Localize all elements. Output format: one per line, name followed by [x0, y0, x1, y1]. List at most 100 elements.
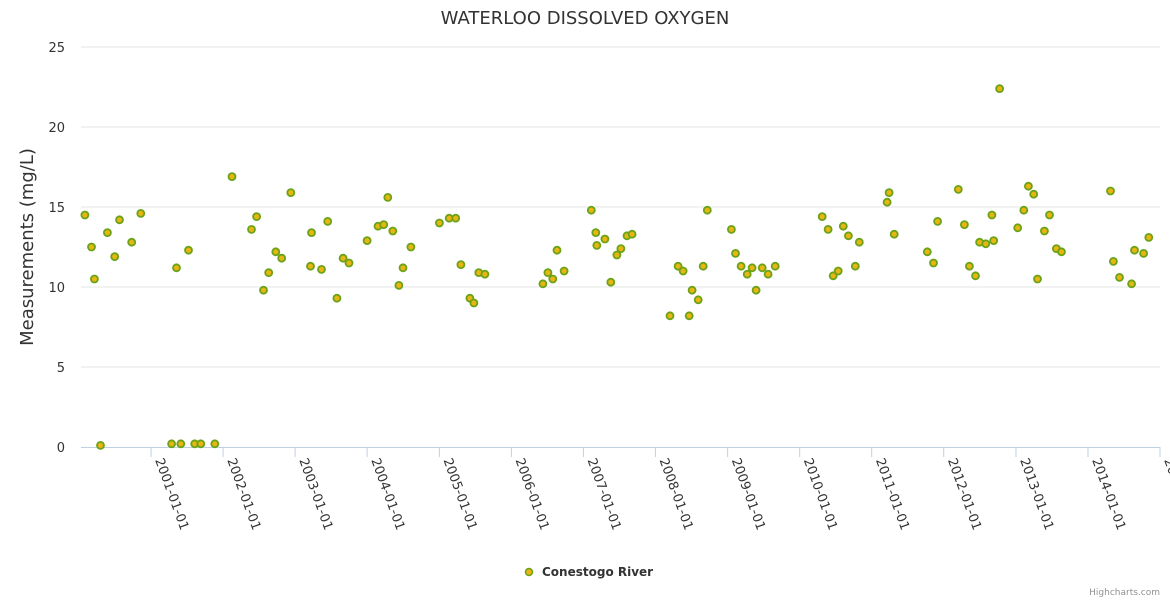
data-point[interactable]	[1019, 205, 1029, 215]
data-point[interactable]	[698, 261, 708, 271]
data-point[interactable]	[965, 261, 974, 271]
data-point[interactable]	[1115, 272, 1124, 282]
data-point[interactable]	[332, 293, 342, 303]
data-point[interactable]	[96, 440, 105, 450]
data-point[interactable]	[987, 210, 997, 220]
data-point[interactable]	[693, 295, 703, 305]
data-point[interactable]	[286, 188, 296, 198]
data-point[interactable]	[850, 261, 860, 271]
data-point[interactable]	[612, 250, 622, 260]
data-point[interactable]	[736, 261, 746, 271]
data-point[interactable]	[196, 439, 206, 449]
data-point[interactable]	[1029, 189, 1039, 199]
data-point[interactable]	[989, 236, 999, 246]
data-point[interactable]	[87, 242, 96, 252]
data-point[interactable]	[247, 224, 256, 234]
data-point[interactable]	[252, 212, 262, 222]
data-point[interactable]	[103, 228, 112, 238]
data-point[interactable]	[1139, 248, 1148, 258]
data-point[interactable]	[833, 266, 843, 276]
data-point[interactable]	[1144, 232, 1154, 242]
data-point[interactable]	[1057, 247, 1066, 257]
data-point[interactable]	[757, 263, 767, 273]
data-point[interactable]	[277, 253, 287, 263]
data-point[interactable]	[828, 271, 838, 281]
data-point[interactable]	[616, 244, 626, 254]
data-point[interactable]	[90, 274, 99, 284]
data-point[interactable]	[606, 277, 616, 287]
data-point[interactable]	[469, 298, 479, 308]
data-point[interactable]	[136, 208, 146, 218]
data-point[interactable]	[960, 220, 969, 230]
data-point[interactable]	[548, 274, 558, 284]
legend[interactable]: Conestogo River	[524, 565, 654, 579]
data-point[interactable]	[1127, 279, 1136, 289]
data-point[interactable]	[747, 263, 757, 273]
data-point[interactable]	[264, 268, 274, 278]
data-point[interactable]	[922, 247, 932, 257]
data-point[interactable]	[1109, 256, 1118, 266]
data-point[interactable]	[684, 311, 694, 321]
data-point[interactable]	[110, 252, 120, 262]
data-point[interactable]	[1033, 274, 1042, 284]
data-point[interactable]	[172, 263, 181, 273]
data-point[interactable]	[995, 84, 1004, 93]
data-point[interactable]	[388, 226, 398, 236]
data-point[interactable]	[317, 264, 326, 274]
data-point[interactable]	[592, 240, 602, 250]
data-point[interactable]	[817, 212, 827, 222]
data-point[interactable]	[591, 228, 601, 238]
data-point[interactable]	[751, 285, 761, 295]
data-point[interactable]	[844, 231, 853, 241]
data-point[interactable]	[882, 197, 892, 207]
data-point[interactable]	[1013, 223, 1023, 233]
data-point[interactable]	[665, 311, 675, 321]
data-point[interactable]	[933, 216, 942, 226]
data-point[interactable]	[362, 236, 372, 246]
data-point[interactable]	[929, 258, 938, 268]
data-point[interactable]	[586, 205, 596, 215]
data-point[interactable]	[854, 237, 864, 247]
data-point[interactable]	[434, 218, 444, 228]
data-point[interactable]	[406, 242, 416, 252]
chart-credits[interactable]: Highcharts.com	[1089, 588, 1160, 598]
data-point[interactable]	[731, 248, 740, 258]
data-point[interactable]	[176, 439, 186, 449]
data-point[interactable]	[981, 239, 991, 249]
data-point[interactable]	[763, 269, 773, 279]
data-point[interactable]	[259, 285, 268, 295]
data-point[interactable]	[115, 215, 124, 225]
data-point[interactable]	[394, 280, 404, 290]
data-point[interactable]	[627, 229, 637, 239]
data-point[interactable]	[838, 221, 848, 231]
data-point[interactable]	[1040, 226, 1049, 236]
data-point[interactable]	[383, 192, 393, 202]
data-point[interactable]	[678, 266, 688, 276]
data-point[interactable]	[702, 205, 712, 215]
data-point[interactable]	[184, 245, 193, 255]
data-point[interactable]	[673, 261, 683, 271]
data-point[interactable]	[456, 260, 466, 270]
data-point[interactable]	[1130, 245, 1139, 255]
data-point[interactable]	[451, 213, 461, 223]
data-point[interactable]	[971, 271, 980, 281]
data-point[interactable]	[953, 184, 963, 194]
data-point[interactable]	[543, 268, 553, 278]
data-point[interactable]	[687, 285, 697, 295]
data-point[interactable]	[338, 253, 348, 263]
data-point[interactable]	[552, 245, 562, 255]
data-point[interactable]	[80, 210, 90, 220]
data-point[interactable]	[307, 228, 316, 238]
data-point[interactable]	[398, 263, 408, 273]
data-point[interactable]	[1024, 181, 1033, 191]
data-point[interactable]	[884, 188, 894, 198]
data-point[interactable]	[271, 247, 281, 257]
data-point[interactable]	[600, 234, 610, 244]
data-point[interactable]	[1045, 210, 1054, 220]
data-point[interactable]	[323, 216, 333, 226]
data-point[interactable]	[127, 237, 137, 247]
data-point[interactable]	[344, 258, 354, 268]
data-point[interactable]	[227, 172, 237, 182]
data-point[interactable]	[379, 220, 389, 230]
legend-series-name[interactable]: Conestogo River	[542, 565, 653, 579]
